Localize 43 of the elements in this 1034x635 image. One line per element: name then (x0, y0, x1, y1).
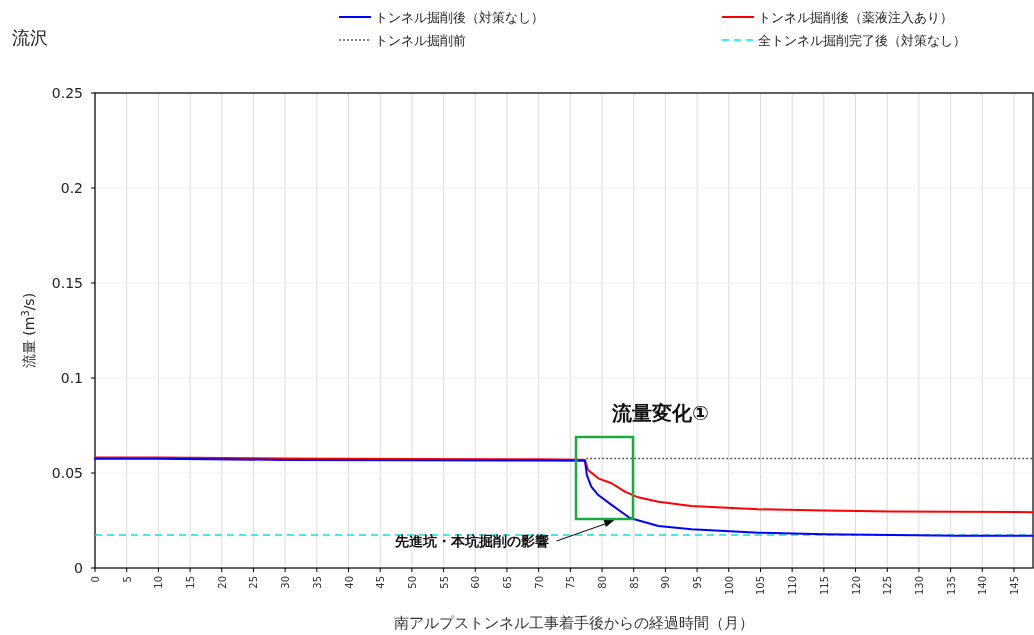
x-tick-label: 15 (184, 576, 196, 589)
x-tick-label: 95 (691, 576, 703, 589)
x-tick-label: 145 (1008, 576, 1020, 596)
x-tick-label: 5 (121, 576, 133, 583)
x-tick-label: 40 (343, 576, 355, 589)
legend-label: トンネル掘削後（対策なし） (375, 10, 544, 25)
y-tick-label: 0.2 (60, 180, 83, 196)
x-tick-label: 55 (438, 576, 450, 589)
x-tick-label: 65 (501, 576, 513, 589)
y-tick-label: 0.15 (51, 275, 83, 291)
x-tick-label: 90 (659, 576, 671, 589)
x-tick-label: 115 (818, 576, 830, 596)
x-tick-label: 105 (754, 576, 766, 596)
x-axis-title: 南アルプストンネル工事着手後からの経過時間（月） (394, 614, 754, 632)
x-tick-label: 135 (945, 576, 957, 596)
x-tick-label: 110 (786, 576, 798, 596)
x-tick-label: 25 (247, 576, 259, 589)
x-tick-label: 125 (881, 576, 893, 596)
x-tick-label: 120 (850, 576, 862, 596)
x-tick-label: 10 (152, 576, 164, 589)
y-tick-label: 0.25 (51, 85, 83, 101)
legend-label: 全トンネル掘削完了後（対策なし） (758, 33, 966, 48)
x-tick-label: 75 (564, 576, 576, 589)
y-tick-label: 0.05 (51, 465, 83, 481)
x-tick-label: 35 (311, 576, 323, 589)
x-tick-label: 130 (913, 576, 925, 596)
chart-title: 流沢 (12, 27, 48, 48)
x-tick-label: 45 (374, 576, 386, 589)
x-tick-label: 0 (89, 576, 101, 583)
x-tick-label: 30 (279, 576, 291, 589)
legend-label: トンネル掘削前 (375, 33, 466, 48)
y-tick-label: 0.1 (60, 370, 83, 386)
x-tick-label: 20 (216, 576, 228, 589)
x-tick-label: 100 (723, 576, 735, 596)
x-tick-label: 80 (596, 576, 608, 589)
annotation: 流量変化① (611, 401, 709, 425)
x-tick-label: 60 (469, 576, 481, 589)
x-tick-label: 70 (533, 576, 545, 589)
legend-label: トンネル掘削後（薬液注入あり） (758, 10, 953, 25)
annotation: 先進坑・本坑掘削の影響 (393, 533, 549, 549)
x-tick-label: 85 (628, 576, 640, 589)
x-tick-label: 50 (406, 576, 418, 589)
x-tick-label: 140 (976, 576, 988, 596)
